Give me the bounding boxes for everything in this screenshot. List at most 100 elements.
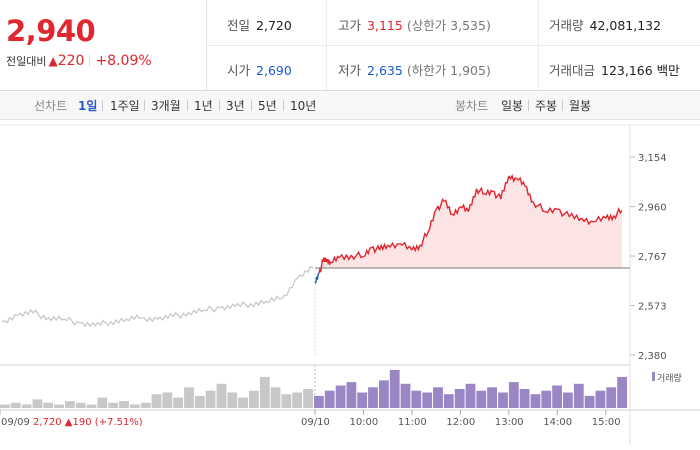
- volume-bar: [411, 390, 422, 408]
- price-line-up: [363, 246, 372, 258]
- volume-bar: [400, 383, 411, 408]
- volume-bar: [184, 387, 194, 408]
- x-tick-label: 10:00: [349, 417, 378, 428]
- price-line-up: [378, 242, 389, 252]
- price-line-up: [532, 201, 546, 213]
- open-label: 시가: [227, 63, 251, 78]
- volume-bar: [281, 394, 292, 408]
- price-line-up: [484, 188, 493, 197]
- tab-10year[interactable]: 10년: [290, 99, 317, 113]
- low-cell: 저가 2,635 (하한가 1,905): [338, 60, 491, 79]
- current-price: 2,940: [6, 14, 96, 48]
- price-line-up: [330, 255, 340, 264]
- price-line-up: [322, 257, 328, 263]
- volume-bar: [335, 385, 346, 408]
- tab-3year[interactable]: 3년: [226, 99, 245, 113]
- price-line-up: [492, 190, 502, 200]
- price-line-up: [318, 258, 324, 274]
- divider: [219, 100, 220, 111]
- volume-bar: [270, 387, 281, 408]
- price-line-up: [557, 208, 571, 218]
- tab-weekly-candle[interactable]: 주봉: [535, 99, 558, 113]
- volume-bar: [508, 382, 519, 408]
- volume-bar: [389, 370, 400, 408]
- volume-bar: [86, 404, 97, 408]
- volume-bar: [573, 383, 584, 408]
- price-line-up: [605, 213, 615, 222]
- volume-bar: [21, 404, 32, 408]
- y-axis: 3,154 2,960 2,767 2,573 2,380: [630, 153, 667, 362]
- volume-bar: [54, 404, 64, 408]
- price-line-up: [475, 186, 485, 195]
- price-line-up: [500, 175, 510, 200]
- prev-close-cell: 전일 2,720: [227, 15, 292, 34]
- volume-bar: [368, 387, 378, 408]
- tab-1day[interactable]: 1일: [78, 99, 98, 113]
- volume-bar: [476, 390, 487, 408]
- candle-chart-label: 봉차트: [455, 99, 489, 113]
- price-lines: [1, 173, 630, 328]
- x-tick-label: 11:00: [398, 417, 427, 428]
- volume-bar: [227, 392, 238, 408]
- volume-bar: [433, 387, 443, 408]
- tab-1year[interactable]: 1년: [194, 99, 213, 113]
- change-line: 전일대비 ▲220 +8.09%: [6, 53, 152, 69]
- volume-bar: [498, 392, 508, 408]
- price-line-up: [568, 212, 582, 222]
- chart-period-tabs: 선차트 1일 1주일 3개월 1년 3년 5년 10년 봉차트 일봉 주봉 월봉: [0, 91, 700, 120]
- x-tick-label: 13:00: [495, 417, 524, 428]
- price-line-up: [387, 241, 400, 250]
- volume-bar: [108, 402, 119, 408]
- x-tick-label: 14:00: [543, 417, 572, 428]
- volume-bar: [454, 389, 465, 408]
- tab-5year[interactable]: 5년: [258, 99, 277, 113]
- open-cell: 시가 2,690: [227, 60, 292, 79]
- volume-bar: [530, 394, 541, 408]
- high-value: 3,115: [367, 18, 403, 33]
- lower-limit: (하한가 1,905): [406, 63, 491, 78]
- volume-bar: [487, 387, 497, 408]
- y-tick-label: 2,960: [638, 203, 667, 214]
- volume-bar: [129, 404, 140, 408]
- tab-3month[interactable]: 3개월: [151, 99, 181, 113]
- volume-bar: [357, 392, 368, 408]
- volume-bar: [238, 397, 248, 408]
- low-label: 저가: [338, 63, 362, 78]
- price-line-up: [399, 241, 413, 251]
- divider: [528, 100, 529, 111]
- volume-bar: [584, 395, 595, 408]
- price-line-up: [435, 197, 445, 212]
- amount-cell: 거래대금 123,166 백만: [549, 60, 680, 79]
- upper-limit: (상한가 3,535): [406, 18, 491, 33]
- volume-bar: [552, 385, 562, 408]
- x-tick-label: 15:00: [592, 417, 621, 428]
- tab-daily-candle[interactable]: 일봉: [501, 99, 524, 113]
- volume-bar: [259, 376, 270, 408]
- prev-close-label: 전일: [227, 18, 251, 33]
- volume-bar: [140, 402, 151, 408]
- price-line-down: [314, 272, 320, 284]
- volume-bar: [324, 390, 335, 408]
- up-arrow-icon: ▲: [48, 54, 58, 68]
- volume-bar: [162, 392, 173, 408]
- gain-area: [315, 175, 622, 268]
- volume-bar: [97, 397, 108, 408]
- price-line-up: [593, 215, 607, 223]
- volume-bar: [32, 399, 43, 408]
- x-tick-label: 09/10: [301, 417, 330, 428]
- y-tick-label: 2,767: [638, 252, 667, 263]
- change-percent: +8.09%: [95, 53, 152, 69]
- prev-close-value: 2,720: [256, 18, 292, 33]
- price-box: 2,940 전일대비 ▲220 +8.09%: [0, 0, 207, 90]
- y-tick-label: 2,380: [638, 351, 667, 362]
- divider: [144, 100, 145, 111]
- tab-monthly-candle[interactable]: 월봉: [569, 99, 592, 113]
- tab-1week[interactable]: 1주일: [110, 99, 140, 113]
- amount-label: 거래대금: [549, 63, 596, 78]
- price-line-up: [338, 253, 352, 261]
- high-label: 고가: [338, 18, 362, 33]
- prev-day-price-line: [1, 265, 314, 328]
- volume-bar: [205, 390, 216, 408]
- divider: [251, 100, 252, 111]
